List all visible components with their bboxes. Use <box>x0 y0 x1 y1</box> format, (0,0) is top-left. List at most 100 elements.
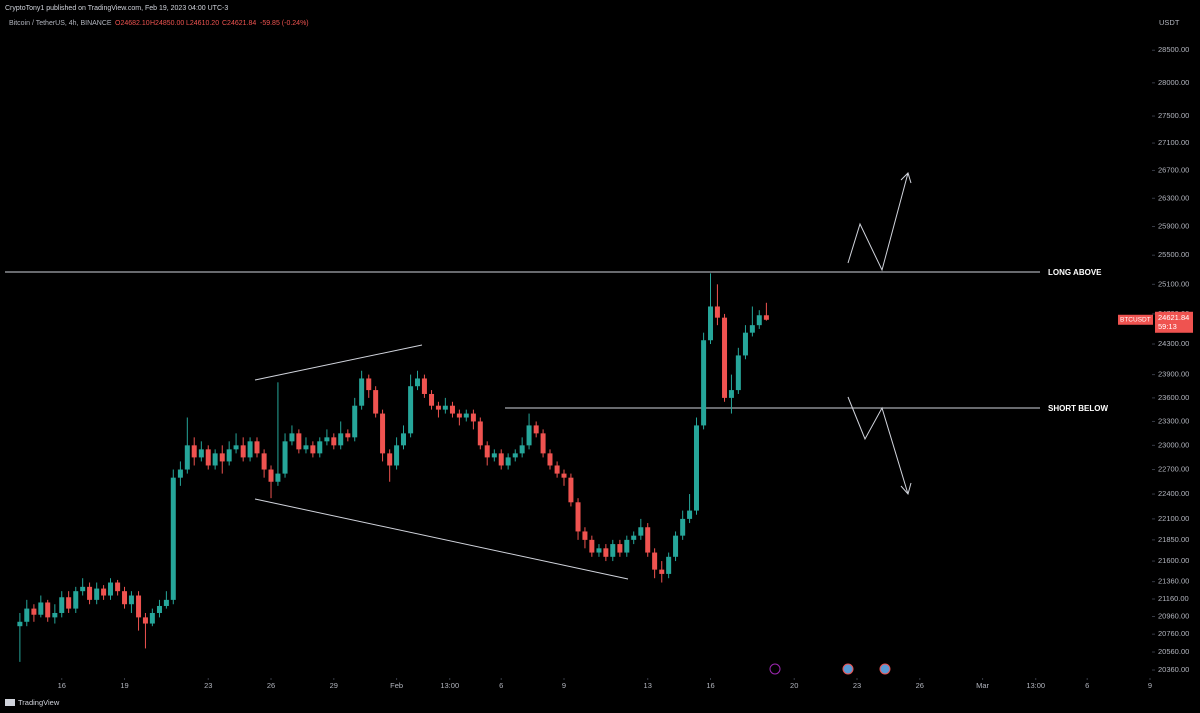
candle-body <box>526 425 532 446</box>
candle-body <box>226 449 232 462</box>
symbol-tag-box <box>1118 314 1153 325</box>
symbol-tag: BTCUSDT <box>1120 316 1151 323</box>
symbol: Bitcoin / TetherUS, 4h, BINANCE <box>9 20 112 27</box>
x-tick-label: 23 <box>204 681 212 690</box>
y-tick-label: 23300.00 <box>1158 416 1189 425</box>
candle-body <box>442 405 448 410</box>
y-tick-label: 20360.00 <box>1158 665 1189 674</box>
candle-body <box>310 445 316 454</box>
candle-body <box>596 548 602 553</box>
candle-body <box>589 539 595 553</box>
x-tick-label: 29 <box>330 681 338 690</box>
short-label: SHORT BELOW <box>1048 404 1108 413</box>
candle-body <box>80 586 86 592</box>
candle-body <box>59 597 65 613</box>
candle-body <box>701 340 707 426</box>
candle-body <box>205 449 211 466</box>
ohlc-open: O24682.10 <box>115 20 150 27</box>
y-tick-label: 23900.00 <box>1158 370 1189 379</box>
candle-body <box>722 317 728 398</box>
x-tick-label: 26 <box>916 681 924 690</box>
down-arrow-head <box>900 482 912 496</box>
x-tick-label: 13 <box>644 681 652 690</box>
candle-body <box>324 437 330 442</box>
candle-body <box>484 445 490 458</box>
candle-body <box>582 531 588 540</box>
candle-body <box>212 453 218 466</box>
candle-body <box>177 469 183 478</box>
candle-body <box>603 548 609 557</box>
x-tick-label: 16 <box>706 681 714 690</box>
candle-body <box>561 473 567 478</box>
candle-body <box>519 445 525 454</box>
candle-body <box>163 599 169 606</box>
y-tick-label: 27500.00 <box>1158 111 1189 120</box>
candle-body <box>142 617 148 624</box>
candle-body <box>554 465 560 474</box>
candle-body <box>512 453 518 458</box>
candle-body <box>408 386 414 434</box>
candle-body <box>240 445 246 458</box>
event-icon[interactable] <box>842 663 854 675</box>
candle-body <box>184 445 190 470</box>
x-tick-label: 20 <box>790 681 798 690</box>
candle-body <box>463 413 469 418</box>
candle-body <box>749 325 755 333</box>
candle-body <box>268 469 274 482</box>
candle-body <box>66 597 72 609</box>
candle-body <box>122 591 128 605</box>
candle-body <box>624 539 630 553</box>
event-icon[interactable] <box>879 663 891 675</box>
candle-body <box>477 421 483 446</box>
candle-body <box>666 556 672 574</box>
countdown: 59:13 <box>1158 322 1177 331</box>
event-icon[interactable] <box>769 663 781 675</box>
candle-body <box>708 306 714 341</box>
candle-body <box>617 544 623 553</box>
drawings: LONG ABOVE SHORT BELOW <box>5 172 1108 580</box>
candle-body <box>52 612 58 618</box>
brand: TradingView <box>18 698 60 707</box>
candle-body <box>631 535 637 540</box>
candle-body <box>387 453 393 466</box>
y-tick-label: 25900.00 <box>1158 221 1189 230</box>
candle-body <box>261 453 267 470</box>
candle-body <box>233 445 239 450</box>
candle-body <box>254 441 260 454</box>
candle-body <box>400 433 406 446</box>
y-tick-label: 25500.00 <box>1158 250 1189 259</box>
candle-body <box>673 535 679 557</box>
y-tick-label: 22700.00 <box>1158 465 1189 474</box>
x-tick-label: Mar <box>976 681 989 690</box>
candle-body <box>687 510 693 519</box>
y-tick-label: 26700.00 <box>1158 165 1189 174</box>
symbol-line: Bitcoin / TetherUS, 4h, BINANCE O24682.1… <box>9 20 309 27</box>
candle-body <box>742 332 748 356</box>
candle-body <box>659 569 665 574</box>
x-tick-label: Feb <box>390 681 403 690</box>
candle-body <box>470 413 476 422</box>
x-tick-label: 13:00 <box>1026 681 1045 690</box>
y-tick-label: 21850.00 <box>1158 535 1189 544</box>
y-tick-label: 23600.00 <box>1158 393 1189 402</box>
price-tag-box <box>1155 311 1193 333</box>
y-tick-label: 28500.00 <box>1158 45 1189 54</box>
candle-body <box>547 453 553 466</box>
candle-body <box>728 390 734 398</box>
candle-body <box>101 588 107 596</box>
candle-body <box>415 378 421 387</box>
candle-body <box>289 433 295 442</box>
candle-body <box>568 477 574 503</box>
x-tick-label: 9 <box>1148 681 1152 690</box>
candle-body <box>73 591 79 609</box>
candle-body <box>540 433 546 454</box>
candle-body <box>735 355 741 391</box>
ohlc-high: H24850.00 <box>150 20 184 27</box>
candle-body <box>338 433 344 446</box>
candle-body <box>498 453 504 466</box>
candle-body <box>331 437 337 446</box>
candle-body <box>421 378 427 394</box>
candle-body <box>456 413 462 418</box>
candle-body <box>136 595 142 618</box>
